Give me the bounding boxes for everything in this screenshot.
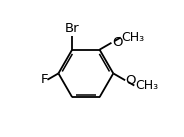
Text: O: O [112, 36, 123, 49]
Text: Br: Br [65, 22, 79, 35]
Text: F: F [40, 73, 48, 86]
Text: CH₃: CH₃ [121, 31, 144, 44]
Text: O: O [126, 74, 136, 87]
Text: CH₃: CH₃ [135, 79, 158, 92]
